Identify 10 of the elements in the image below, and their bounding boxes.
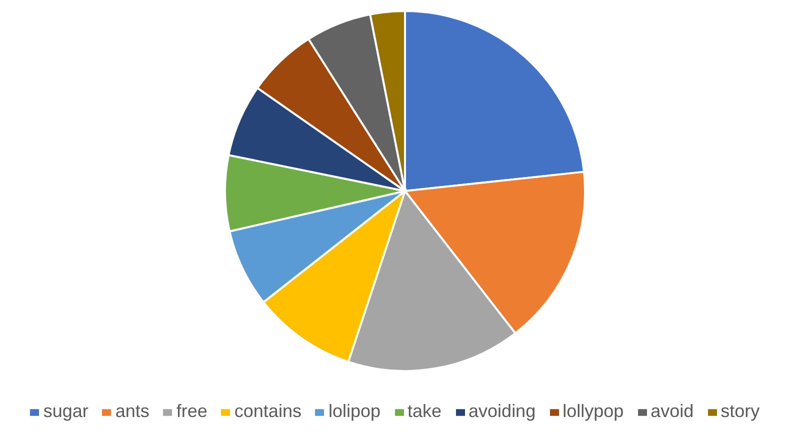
legend-label: avoid [650,401,694,421]
legend-label: contains [234,401,302,421]
legend-label: avoiding [468,401,536,421]
legend-label: lollypop [562,401,624,421]
legend-label: free [176,401,208,421]
legend-label: lolipop [328,401,380,421]
legend-label: ants [115,401,150,421]
legend-label: sugar [43,401,88,421]
legend-label: story [720,401,760,421]
legend-label: take [408,401,442,421]
